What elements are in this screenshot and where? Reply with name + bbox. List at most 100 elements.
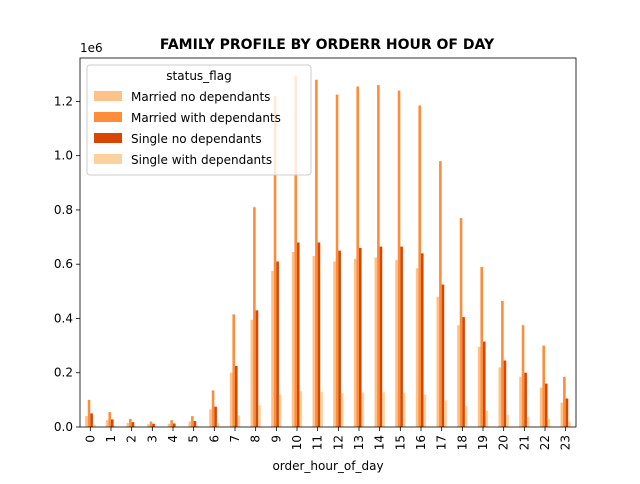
y-tick-label: 0.6 [54,257,73,271]
bar [167,423,171,427]
bar [237,415,241,427]
bars-layer [85,75,571,428]
bar [459,218,463,427]
bar [545,383,548,427]
bar [105,420,109,427]
y-tick-label: 0.0 [54,420,73,434]
axes-layer: 0.00.20.40.60.81.01.20 1 2 3 4 5 6 7 8 9 10 11 12 13 1… [54,57,577,450]
bar [563,376,566,427]
series-0 [85,252,564,427]
bar [377,85,380,427]
bar [457,325,460,427]
bar [111,419,114,427]
bar [315,79,318,428]
y-tick-label: 0.8 [54,203,73,217]
bar [374,257,378,427]
bar [191,416,194,427]
bar [480,266,483,427]
y-tick-label: 0.4 [54,311,73,325]
bar [400,246,403,427]
x-tick-label: 20 [497,435,511,450]
bar [113,425,117,427]
bar [299,391,303,427]
y-tick-label: 1.2 [54,94,73,108]
chart-title: FAMILY PROFILE BY ORDERR HOUR OF DAY [160,37,495,53]
x-tick-label: 23 [559,435,573,450]
bar [90,413,93,427]
legend-entry-label: Married with dependants [131,111,281,125]
bar [258,405,261,427]
bar [85,416,88,427]
legend-swatch [94,154,122,164]
x-tick-label: 4 [166,435,180,443]
bar [421,253,424,427]
y-axis-offset-label: 1e6 [80,41,103,55]
bar [568,421,571,427]
bar [418,105,421,427]
bar [312,256,316,427]
bar [338,250,341,427]
bar [255,310,259,427]
bar [108,412,111,427]
bar [196,425,199,427]
bar [92,424,96,427]
bar [560,402,564,427]
bar [415,268,419,427]
series-3 [92,391,571,427]
bar [317,242,321,427]
bar [193,421,197,427]
bar [439,161,442,427]
plot-frame [79,57,577,428]
bar [276,261,279,427]
x-axis-label: order_hour_of_day [272,459,383,473]
bar [402,392,406,427]
bar [519,376,522,427]
bar [503,360,507,427]
bar [547,418,551,427]
bar [539,387,543,427]
bar [87,399,91,427]
x-tick-label: 8 [249,435,263,443]
bar [359,247,362,427]
bar [464,406,468,427]
bar [498,367,502,427]
bar [253,207,256,427]
bar [126,422,130,427]
x-tick-label: 12 [331,435,345,450]
bar [333,261,336,427]
x-tick-label: 22 [538,435,552,450]
bar [291,252,295,427]
bar [353,258,357,427]
bar [524,372,527,427]
legend-swatch [94,112,122,122]
bar [170,420,173,427]
x-tick-label: 0 [83,435,97,443]
x-tick-label: 21 [517,435,531,450]
bar [436,296,440,427]
x-tick-label: 6 [207,435,221,443]
x-tick-label: 13 [352,435,366,450]
bar [149,421,153,427]
bar [235,365,238,427]
bar [485,410,489,427]
bar [361,392,365,427]
bar [565,398,569,427]
bar [477,346,481,427]
bar [173,423,176,427]
x-tick-label: 19 [476,435,490,450]
bar [216,423,220,427]
bar [209,409,212,427]
bar [526,416,530,427]
legend-box [86,64,312,176]
x-tick-label: 3 [145,435,159,443]
x-tick-label: 16 [414,435,428,450]
y-tick-label: 1.0 [54,149,73,163]
bar [297,242,300,427]
series-1 [87,75,566,428]
legend-entry-label: Married no dependants [131,90,270,104]
bar [271,270,274,427]
x-tick-label: 9 [269,435,283,443]
legend-entry-label: Single with dependants [131,153,272,167]
x-tick-label: 18 [455,435,469,450]
